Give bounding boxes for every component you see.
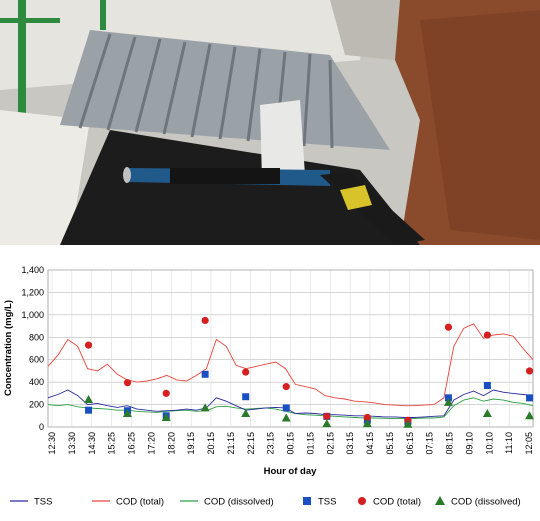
y-axis-title: Concentration (mg/L) (3, 300, 14, 396)
marker-cod-dissolved (362, 419, 372, 428)
legend-label: TSS (34, 497, 52, 508)
x-tick-label: 08:15 (445, 432, 455, 455)
marker-cod-total (84, 341, 93, 349)
legend-label: COD (dissolved) (204, 497, 274, 508)
legend-swatch-circle (358, 497, 366, 505)
legend-swatch-triangle (435, 496, 445, 505)
probe-lens (123, 167, 131, 183)
x-tick-label: 06:15 (405, 432, 415, 455)
x-tick-label: 00:15 (286, 432, 296, 455)
x-tick-label: 13:30 (67, 432, 77, 455)
x-tick-label: 12:30 (47, 432, 57, 455)
marker-cod-total (123, 379, 132, 387)
concrete-slab (0, 110, 90, 245)
x-tick-label: 03:15 (345, 432, 355, 455)
x-tick-label: 10:10 (484, 432, 494, 455)
x-tick-label: 09:10 (464, 432, 474, 455)
x-axis-title: Hour of day (264, 466, 317, 477)
marker-cod-dissolved (403, 419, 413, 428)
marker-cod-total (444, 323, 453, 331)
y-tick-label: 200 (29, 400, 44, 410)
marker-cod-total (525, 367, 534, 375)
y-tick-label: 1,000 (21, 310, 44, 320)
legend-label: TSS (318, 497, 336, 508)
metal-grate (60, 30, 390, 150)
x-tick-label: 19:15 (186, 432, 196, 455)
green-railing-bar (0, 18, 60, 23)
y-tick-label: 400 (29, 377, 44, 387)
marker-tss (242, 393, 250, 401)
marker-cod-dissolved (241, 409, 251, 418)
y-tick-label: 800 (29, 332, 44, 342)
legend-swatch-square (303, 497, 311, 505)
x-tick-label: 14:30 (87, 432, 97, 455)
x-tick-label: 22:15 (246, 432, 256, 455)
probe-cable-section (170, 168, 280, 184)
legend-label: COD (total) (373, 497, 421, 508)
marker-tss (282, 404, 290, 412)
marker-cod-dissolved (322, 419, 332, 428)
marker-cod-total (162, 389, 170, 397)
series-markers (84, 316, 535, 428)
x-tick-label: 21:15 (226, 432, 236, 455)
marker-cod-dissolved (281, 413, 291, 422)
x-tick-label: 15:25 (107, 432, 117, 455)
x-tick-label: 02:15 (325, 432, 335, 455)
marker-cod-dissolved (443, 397, 453, 406)
x-tick-label: 12:05 (524, 432, 534, 455)
x-tick-label: 01:15 (305, 432, 315, 455)
concrete-pillar (330, 0, 400, 60)
marker-tss (201, 370, 209, 378)
line-tss (47, 389, 534, 418)
marker-cod-dissolved (84, 395, 94, 404)
soil-shade (420, 10, 540, 240)
green-railing-post (18, 0, 26, 120)
legend: TSS COD (total) COD (dissolved) TSS COD (tot… (10, 496, 521, 508)
x-tick-label: 07:15 (425, 432, 435, 455)
marker-cod-total (282, 383, 290, 391)
vertical-gridlines (51, 270, 530, 427)
marker-cod-total (201, 316, 209, 325)
channel (60, 130, 420, 245)
y-tick-labels: 0 200 400 600 800 1,000 1,200 1,400 (21, 265, 44, 432)
x-tick-labels: 12:30 13:30 14:30 15:25 16:25 17:20 18:20 19:15… (47, 432, 534, 455)
marker-cod-dissolved (161, 412, 171, 421)
green-railing-post-2 (100, 0, 106, 30)
x-tick-label: 18:20 (166, 432, 176, 455)
marker-cod-total (483, 331, 491, 339)
marker-tss (526, 394, 534, 402)
y-tick-label: 1,400 (21, 265, 44, 275)
y-tick-label: 600 (29, 355, 44, 365)
legend-label: COD (total) (116, 497, 164, 508)
probe-tip (340, 185, 372, 210)
sensor-box (260, 100, 305, 180)
x-tick-label: 04:15 (365, 432, 375, 455)
marker-cod-total (323, 412, 331, 420)
marker-tss (483, 382, 491, 390)
grate-bars (78, 33, 334, 149)
marker-cod-dissolved (122, 409, 132, 418)
marker-tss (85, 406, 93, 414)
marker-cod-total (242, 368, 250, 376)
x-tick-label: 23:15 (266, 432, 276, 455)
marker-cod-total (363, 413, 371, 422)
x-tick-label: 20:15 (206, 432, 216, 455)
x-tick-label: 11:10 (504, 432, 514, 454)
y-tick-label: 0 (39, 422, 44, 432)
marker-cod-dissolved (525, 411, 535, 420)
monitoring-station-photo (0, 0, 540, 245)
marker-cod-dissolved (482, 409, 492, 418)
legend-label: COD (dissolved) (451, 497, 521, 508)
x-tick-label: 16:25 (127, 432, 137, 455)
x-tick-label: 17:20 (146, 432, 156, 455)
x-tick-label: 05:15 (385, 432, 395, 455)
marker-cod-dissolved (200, 403, 210, 412)
y-tick-label: 1,200 (21, 287, 44, 297)
